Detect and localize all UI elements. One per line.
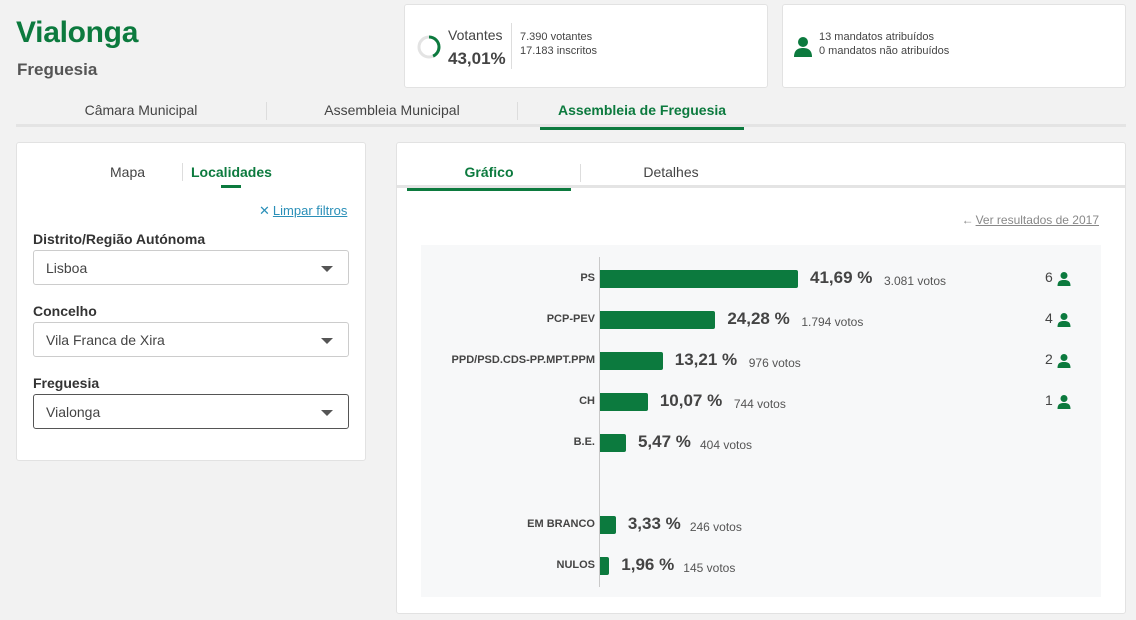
result-row: PCP-PEV 24,28 % 1.794 votos 4 [421, 309, 1101, 330]
votes-label: 404 votos [699, 438, 753, 452]
freguesia-label: Freguesia [33, 375, 100, 391]
result-bar [600, 516, 616, 534]
chevron-down-icon [321, 410, 333, 416]
result-row: PS 41,69 % 3.081 votos 6 [421, 268, 1101, 289]
result-bar [600, 393, 648, 411]
seats-count: 1 [1045, 392, 1053, 408]
mandatos-nao-atribuidos: 0 mandatos não atribuídos [819, 45, 950, 57]
votes-label: 3.081 votos [884, 274, 947, 288]
votantes-count: 7.390 votantes [520, 31, 593, 43]
person-icon [1057, 272, 1071, 286]
votantes-label: Votantes [448, 27, 503, 43]
chart-axis [599, 257, 600, 587]
person-icon [1057, 313, 1071, 327]
result-row: B.E. 5,47 % 404 votos [421, 432, 1101, 453]
tab-mapa[interactable]: Mapa [110, 164, 146, 180]
arrow-left-icon: ← [961, 213, 974, 227]
active-tab-indicator [221, 185, 241, 188]
person-icon [1057, 354, 1071, 368]
person-icon [794, 37, 812, 57]
party-label: NULOS [556, 559, 596, 571]
tab-separator [517, 102, 518, 120]
concelho-value: Vila Franca de Xira [46, 332, 165, 348]
party-label: PPD/PSD.CDS-PP.MPT.PPM [451, 354, 595, 366]
votes-label: 976 votos [748, 356, 801, 370]
percentage-label: 24,28 % [727, 309, 790, 328]
turnout-ring-icon [417, 35, 441, 59]
result-row: NULOS 1,96 % 145 votos [421, 555, 1101, 576]
votes-label: 744 votos [733, 397, 786, 411]
concelho-label: Concelho [33, 303, 97, 319]
tab-separator [182, 163, 183, 181]
filters-panel: Mapa Localidades ✕ Limpar filtros Distrit… [16, 142, 366, 461]
party-label: B.E. [573, 436, 595, 448]
concelho-select[interactable]: Vila Franca de Xira [33, 322, 349, 357]
party-label: PS [580, 272, 595, 284]
seats-count: 2 [1045, 351, 1053, 367]
tab-localidades[interactable]: Localidades [191, 164, 272, 180]
results-panel: Gráfico Detalhes ← Ver resultados de 2017… [396, 142, 1126, 614]
page-title: Vialonga [16, 16, 139, 49]
mandatos-card: 13 mandatos atribuídos 0 mandatos não at… [782, 4, 1126, 88]
mandatos-atribuidos: 13 mandatos atribuídos [819, 31, 934, 43]
tab-camara-municipal[interactable]: Câmara Municipal [84, 102, 198, 118]
result-bar [600, 270, 798, 288]
result-row: PPD/PSD.CDS-PP.MPT.PPM 13,21 % 976 votos 2 [421, 350, 1101, 371]
votes-label: 145 votos [683, 561, 736, 575]
result-bar [600, 352, 663, 370]
freguesia-select[interactable]: Vialonga [33, 394, 349, 429]
percentage-label: 3,33 % [627, 514, 681, 533]
results-chart: PS 41,69 % 3.081 votos 6 PCP-PEV 24,28 % 1.794… [421, 245, 1101, 597]
freguesia-value: Vialonga [46, 404, 101, 420]
percentage-label: 1,96 % [621, 555, 675, 574]
result-bar [600, 311, 716, 329]
tab-detalhes[interactable]: Detalhes [643, 164, 699, 180]
result-row: CH 10,07 % 744 votos 1 [421, 391, 1101, 412]
votes-label: 1.794 votos [801, 315, 864, 329]
tab-separator [266, 102, 267, 120]
party-label: CH [579, 395, 595, 407]
tab-grafico[interactable]: Gráfico [407, 164, 571, 191]
page-subtitle: Freguesia [17, 60, 98, 79]
result-row: EM BRANCO 3,33 % 246 votos [421, 514, 1101, 535]
votes-label: 246 votos [689, 520, 742, 534]
chevron-down-icon [321, 338, 333, 344]
distrito-label: Distrito/Região Autónoma [33, 231, 206, 247]
inscritos-count: 17.183 inscritos [520, 45, 598, 57]
votantes-card: Votantes 43,01% 7.390 votantes 17.183 in… [404, 4, 768, 88]
percentage-label: 10,07 % [659, 391, 723, 410]
votantes-divider [511, 23, 512, 69]
distrito-value: Lisboa [46, 260, 88, 276]
percentage-label: 13,21 % [674, 350, 738, 369]
party-label: EM BRANCO [527, 518, 595, 530]
tab-assembleia-municipal[interactable]: Assembleia Municipal [324, 102, 460, 118]
tab-separator [580, 164, 581, 182]
close-icon: ✕ [259, 203, 270, 218]
previous-results-label: Ver resultados de 2017 [975, 213, 1099, 227]
tab-assembleia-freguesia[interactable]: Assembleia de Freguesia [540, 102, 744, 130]
seats-count: 6 [1045, 269, 1053, 285]
person-icon [1057, 395, 1071, 409]
previous-results-link[interactable]: ← Ver resultados de 2017 [962, 213, 1099, 227]
clear-filters-link[interactable]: ✕ Limpar filtros [259, 203, 347, 219]
seats-count: 4 [1045, 310, 1053, 326]
clear-filters-label: Limpar filtros [272, 203, 348, 218]
chevron-down-icon [321, 266, 333, 272]
distrito-select[interactable]: Lisboa [33, 250, 349, 285]
result-bar [600, 557, 610, 575]
votantes-percentage: 43,01% [448, 49, 506, 68]
percentage-label: 41,69 % [810, 268, 873, 287]
percentage-label: 5,47 % [637, 432, 691, 451]
results-tabs: Gráfico Detalhes [397, 160, 1125, 191]
party-label: PCP-PEV [546, 313, 595, 325]
election-tabs: Câmara Municipal Assembleia Municipal As… [16, 98, 1126, 130]
result-bar [600, 434, 626, 452]
